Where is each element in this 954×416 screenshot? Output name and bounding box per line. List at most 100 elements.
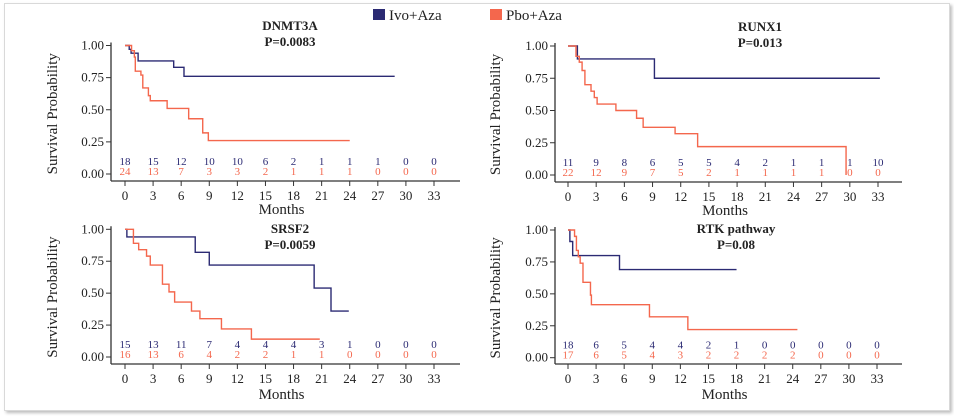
x-tick-label: 3: [150, 371, 157, 386]
x-tick-label: 24: [787, 189, 801, 204]
x-tick-label: 27: [371, 371, 385, 386]
x-tick-label: 30: [399, 371, 412, 386]
at-risk-count-ivo: 4: [650, 340, 656, 352]
y-tick-label: 0.75: [81, 70, 104, 85]
legend-label-pbo: Pbo+Aza: [506, 8, 562, 24]
y-axis-title: Survival Probability: [45, 236, 61, 358]
at-risk-count-ivo: 12: [176, 156, 187, 168]
y-tick-label: 1.00: [525, 38, 548, 53]
y-tick-label: 0.25: [81, 317, 104, 332]
at-risk-count-ivo: 8: [622, 157, 628, 169]
x-tick-label: 6: [178, 371, 185, 386]
panel-title: RTK pathway: [697, 221, 776, 236]
at-risk-count-ivo: 18: [120, 156, 132, 168]
at-risk-count-ivo: 0: [403, 339, 409, 351]
at-risk-count-ivo: 10: [873, 157, 885, 169]
y-tick-label: 0.00: [81, 349, 104, 364]
km-curve-ivo: [568, 229, 737, 271]
x-tick-label: 18: [730, 371, 743, 386]
at-risk-count-pbo: 0: [874, 350, 880, 362]
y-axis-title: Survival Probability: [488, 237, 504, 359]
at-risk-count-pbo: 9: [622, 167, 628, 179]
at-risk-count-pbo: 2: [263, 349, 269, 361]
y-axis-title: Survival Probability: [45, 53, 61, 175]
x-tick-label: 0: [565, 189, 572, 204]
x-tick-label: 12: [231, 188, 244, 203]
at-risk-count-ivo: 5: [678, 157, 684, 169]
x-tick-label: 33: [871, 371, 884, 386]
at-risk-count-ivo: 18: [563, 340, 575, 352]
x-tick-label: 21: [758, 371, 771, 386]
at-risk-count-ivo: 0: [375, 339, 381, 351]
legend-swatch-pbo: [490, 9, 502, 20]
y-tick-label: 0.00: [525, 167, 548, 182]
at-risk-count-pbo: 6: [593, 350, 599, 362]
y-tick-label: 1.00: [525, 222, 548, 237]
km-curve-pbo: [125, 228, 320, 340]
x-tick-label: 15: [702, 371, 715, 386]
x-tick-label: 3: [593, 371, 600, 386]
x-tick-label: 6: [621, 189, 628, 204]
x-tick-label: 9: [206, 188, 213, 203]
at-risk-count-pbo: 0: [875, 167, 881, 179]
at-risk-count-pbo: 3: [207, 166, 213, 178]
x-tick-label: 18: [287, 371, 300, 386]
at-risk-count-pbo: 17: [563, 350, 575, 362]
x-axis-title: Months: [702, 387, 748, 403]
x-tick-label: 21: [759, 189, 772, 204]
y-tick-label: 1.00: [81, 221, 104, 236]
y-tick-label: 0.50: [525, 103, 548, 118]
at-risk-count-pbo: 13: [148, 349, 160, 361]
x-tick-label: 30: [843, 189, 856, 204]
legend-label-ivo: Ivo+Aza: [389, 8, 442, 24]
at-risk-count-ivo: 1: [819, 157, 825, 169]
at-risk-count-ivo: 4: [678, 340, 684, 352]
km-panel-runx1: 0.000.250.500.751.000 3 6 9 12 15 18 21 24 27 30 33…: [488, 19, 902, 219]
km-curve-ivo: [125, 228, 349, 312]
km-curve-pbo: [568, 229, 798, 331]
x-axis-title: Months: [259, 202, 305, 218]
at-risk-count-pbo: 0: [846, 350, 852, 362]
at-risk-count-ivo: 0: [431, 156, 437, 168]
legend-swatch-ivo: [373, 9, 385, 20]
at-risk-count-pbo: 1: [819, 167, 825, 179]
y-tick-label: 0.50: [525, 286, 548, 301]
x-tick-label: 12: [674, 371, 687, 386]
at-risk-count-pbo: 2: [706, 167, 712, 179]
at-risk-count-ivo: 10: [204, 156, 216, 168]
x-tick-label: 24: [786, 371, 800, 386]
x-tick-label: 27: [371, 188, 385, 203]
at-risk-count-pbo: 4: [207, 349, 213, 361]
y-tick-label: 0.75: [525, 254, 548, 269]
y-axis-title: Survival Probability: [488, 53, 504, 175]
x-tick-label: 9: [206, 371, 213, 386]
at-risk-count-ivo: 15: [148, 156, 160, 168]
at-risk-count-pbo: 24: [120, 166, 132, 178]
at-risk-count-ivo: 1: [375, 156, 381, 168]
x-tick-label: 15: [702, 189, 715, 204]
x-tick-label: 33: [872, 189, 885, 204]
x-tick-label: 9: [649, 371, 656, 386]
y-tick-label: 0.25: [525, 135, 548, 150]
at-risk-count-pbo: 16: [120, 349, 132, 361]
y-tick-label: 0.25: [525, 318, 548, 333]
at-risk-count-pbo: 1: [291, 349, 297, 361]
at-risk-count-ivo: 0: [818, 340, 824, 352]
at-risk-count-ivo: 0: [762, 340, 768, 352]
y-tick-label: 1.00: [81, 38, 104, 53]
x-tick-label: 12: [674, 189, 687, 204]
at-risk-count-pbo: 0: [403, 166, 409, 178]
at-risk-count-ivo: 15: [120, 339, 132, 351]
at-risk-count-ivo: 1: [319, 156, 325, 168]
x-tick-label: 0: [122, 371, 129, 386]
at-risk-count-ivo: 0: [846, 340, 852, 352]
at-risk-count-ivo: 6: [263, 156, 269, 168]
x-tick-label: 15: [259, 188, 272, 203]
panel-title: SRSF2: [271, 221, 309, 236]
at-risk-count-pbo: 4: [650, 350, 656, 362]
x-tick-label: 33: [428, 371, 441, 386]
panel-title: RUNX1: [738, 19, 782, 34]
y-tick-label: 0.00: [81, 166, 104, 181]
at-risk-count-ivo: 10: [232, 156, 244, 168]
